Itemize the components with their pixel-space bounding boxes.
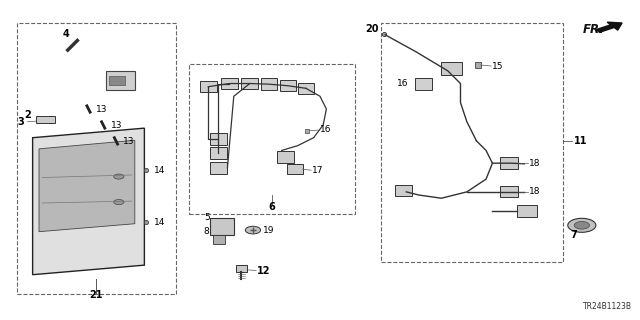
Circle shape xyxy=(574,221,589,229)
Polygon shape xyxy=(39,140,135,232)
Bar xyxy=(212,235,225,244)
Bar xyxy=(442,62,462,75)
Bar xyxy=(221,78,237,89)
Text: 2: 2 xyxy=(24,110,31,120)
Bar xyxy=(415,78,433,90)
Bar xyxy=(241,78,258,89)
Text: 7: 7 xyxy=(571,230,577,240)
Text: 12: 12 xyxy=(257,266,271,276)
Bar xyxy=(280,80,296,92)
Circle shape xyxy=(245,226,260,234)
Bar xyxy=(287,164,303,174)
Bar xyxy=(276,151,294,163)
Text: 13: 13 xyxy=(124,137,135,146)
Text: 16: 16 xyxy=(397,79,408,88)
Bar xyxy=(298,83,314,94)
Text: 21: 21 xyxy=(90,291,103,300)
Text: 14: 14 xyxy=(154,166,165,175)
Text: 17: 17 xyxy=(312,166,324,175)
Text: 6: 6 xyxy=(269,202,275,212)
Text: 16: 16 xyxy=(320,125,332,134)
Bar xyxy=(260,78,277,90)
Bar xyxy=(500,157,518,169)
Bar xyxy=(209,147,227,159)
Text: 13: 13 xyxy=(96,105,108,114)
Bar xyxy=(209,162,227,174)
Text: 18: 18 xyxy=(529,187,540,196)
Text: 19: 19 xyxy=(262,226,274,235)
Bar xyxy=(396,186,412,196)
Text: 14: 14 xyxy=(154,218,165,227)
Text: 20: 20 xyxy=(365,24,379,34)
Bar xyxy=(209,132,227,145)
Bar xyxy=(36,116,55,123)
Text: 4: 4 xyxy=(63,29,70,39)
Text: 15: 15 xyxy=(492,61,504,70)
Bar xyxy=(106,71,135,90)
Text: 11: 11 xyxy=(573,136,587,146)
Text: 18: 18 xyxy=(529,159,540,168)
Circle shape xyxy=(114,174,124,179)
Circle shape xyxy=(114,199,124,204)
Bar xyxy=(516,204,537,217)
Bar xyxy=(200,81,216,92)
Bar xyxy=(500,186,518,197)
Text: 8: 8 xyxy=(203,227,209,236)
Text: FR.: FR. xyxy=(583,23,605,36)
Bar xyxy=(109,76,125,85)
Bar xyxy=(210,218,234,235)
Polygon shape xyxy=(33,128,145,275)
Text: 3: 3 xyxy=(17,117,24,127)
Circle shape xyxy=(568,218,596,232)
FancyArrow shape xyxy=(596,22,622,32)
Bar xyxy=(236,265,247,272)
Text: 5: 5 xyxy=(204,213,210,222)
Text: 13: 13 xyxy=(111,121,122,130)
Text: TR24B1123B: TR24B1123B xyxy=(582,302,632,311)
